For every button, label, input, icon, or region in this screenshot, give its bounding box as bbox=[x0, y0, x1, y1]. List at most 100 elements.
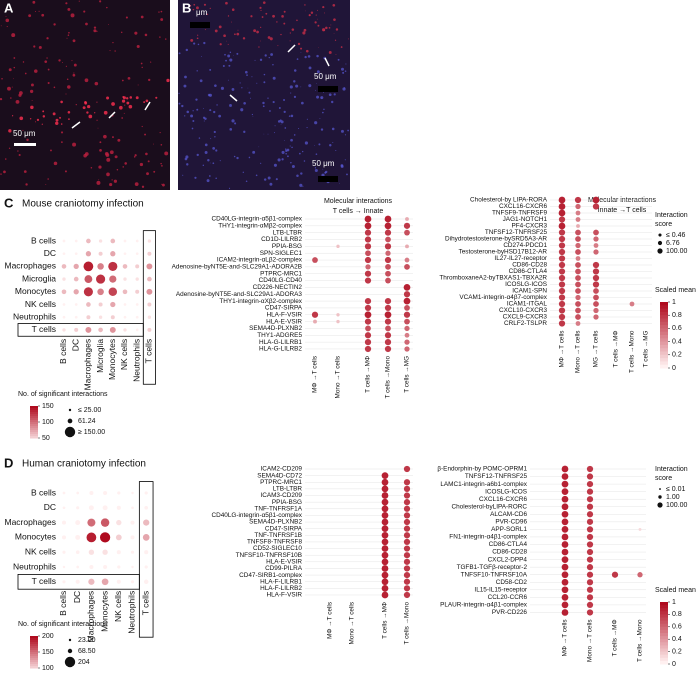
texture-dot bbox=[207, 159, 210, 162]
texture-dot bbox=[0, 97, 3, 101]
row-label: HLA-F-LILRB1 bbox=[260, 578, 302, 585]
size-key bbox=[64, 426, 76, 438]
dot bbox=[144, 491, 148, 495]
texture-dot bbox=[99, 149, 102, 152]
texture-dot bbox=[214, 136, 216, 138]
arrow bbox=[144, 101, 151, 111]
texture-dot bbox=[290, 114, 294, 118]
color-bar bbox=[660, 617, 668, 622]
texture-dot bbox=[55, 121, 59, 125]
texture-dot bbox=[192, 8, 195, 11]
texture-dot bbox=[160, 162, 162, 165]
texture-dot bbox=[314, 21, 317, 24]
dot bbox=[558, 242, 566, 249]
texture-dot bbox=[236, 52, 239, 55]
texture-dot bbox=[220, 86, 224, 90]
row-label: B cells bbox=[31, 487, 56, 497]
dot bbox=[313, 319, 317, 324]
row-label: CD47-SIRPA bbox=[265, 305, 303, 312]
texture-dot bbox=[237, 29, 239, 31]
texture-dot bbox=[227, 54, 231, 58]
texture-dot bbox=[134, 182, 139, 187]
dot bbox=[131, 506, 134, 510]
texture-dot bbox=[84, 100, 87, 104]
texture-dot bbox=[122, 96, 126, 100]
texture-dot bbox=[243, 130, 246, 134]
color-bar bbox=[660, 605, 668, 609]
texture-dot bbox=[290, 161, 292, 164]
texture-dot bbox=[203, 120, 205, 122]
texture-dot bbox=[334, 39, 337, 41]
texture-dot bbox=[111, 102, 115, 106]
texture-dot bbox=[335, 54, 337, 56]
color-bar bbox=[30, 416, 38, 419]
dot bbox=[561, 495, 569, 503]
texture-dot bbox=[315, 153, 318, 155]
dot bbox=[102, 505, 108, 511]
texture-dot bbox=[86, 111, 89, 114]
texture-dot bbox=[184, 75, 187, 79]
texture-dot bbox=[212, 162, 215, 165]
texture-dot bbox=[215, 149, 218, 152]
dot bbox=[575, 217, 581, 222]
row-label: Neutrophils bbox=[13, 561, 56, 571]
color-bar bbox=[30, 430, 38, 433]
texture-dot bbox=[315, 14, 317, 16]
dot bbox=[561, 609, 569, 616]
texture-dot bbox=[318, 47, 319, 48]
texture-dot bbox=[296, 58, 299, 60]
dot bbox=[384, 215, 392, 223]
size-key bbox=[658, 233, 662, 237]
texture-dot bbox=[129, 96, 133, 99]
texture-dot bbox=[225, 59, 227, 62]
color-tick-label: 0.4 bbox=[672, 636, 682, 643]
row-label: HLA-E-VSIR bbox=[266, 559, 302, 566]
texture-dot bbox=[11, 86, 13, 88]
dot bbox=[98, 327, 103, 333]
scale-bar-label: 50 μm bbox=[314, 72, 337, 81]
dot bbox=[403, 465, 411, 473]
color-bar bbox=[30, 422, 38, 425]
size-key bbox=[658, 495, 662, 499]
dot bbox=[384, 297, 392, 305]
texture-dot bbox=[109, 182, 113, 187]
dot bbox=[131, 491, 134, 495]
color-tick-label: 0.6 bbox=[672, 624, 682, 631]
texture-dot bbox=[301, 101, 304, 105]
texture-dot bbox=[241, 87, 243, 89]
dot bbox=[364, 277, 372, 284]
texture-dot bbox=[134, 154, 137, 157]
row-label: CD1D-LILRB2 bbox=[261, 236, 302, 243]
row-label: NK cells bbox=[25, 299, 56, 309]
texture-dot bbox=[267, 176, 271, 180]
texture-dot bbox=[67, 34, 70, 36]
texture-dot bbox=[30, 105, 34, 110]
dot bbox=[404, 264, 410, 270]
dot bbox=[135, 315, 139, 319]
dot bbox=[561, 526, 569, 533]
texture-dot bbox=[105, 153, 110, 157]
panel-label: D bbox=[4, 455, 13, 470]
texture-dot bbox=[58, 59, 61, 62]
dot bbox=[586, 473, 594, 480]
color-bar bbox=[30, 432, 38, 435]
dot bbox=[381, 545, 389, 552]
texture-dot bbox=[185, 48, 189, 52]
texture-dot bbox=[325, 170, 328, 174]
texture-dot bbox=[36, 118, 40, 122]
texture-dot bbox=[45, 183, 47, 185]
texture-dot bbox=[243, 101, 246, 105]
dot bbox=[311, 311, 319, 318]
size-key-label: 6.76 bbox=[666, 240, 680, 247]
texture-dot bbox=[210, 138, 212, 140]
dot bbox=[561, 465, 569, 473]
column-label: DC bbox=[72, 591, 82, 603]
texture-dot bbox=[140, 15, 144, 19]
texture-dot bbox=[307, 55, 311, 58]
texture-dot bbox=[144, 33, 148, 37]
dot bbox=[385, 264, 391, 270]
texture-dot bbox=[260, 162, 262, 164]
texture-dot bbox=[330, 100, 334, 104]
size-key bbox=[67, 418, 73, 424]
texture-dot bbox=[181, 104, 184, 108]
